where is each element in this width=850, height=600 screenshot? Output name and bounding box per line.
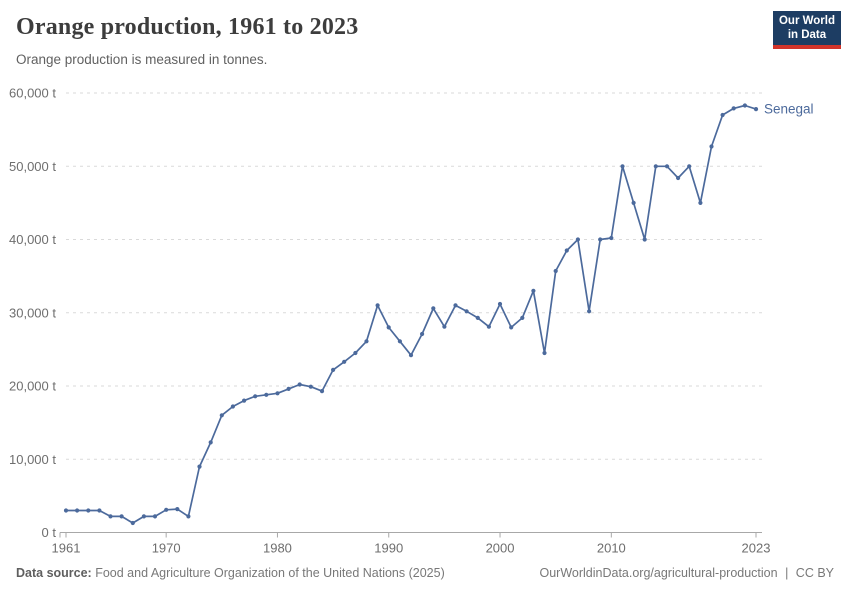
data-point [575,237,581,242]
data-point [642,237,647,242]
data-point [676,175,681,181]
data-point [208,440,213,445]
y-tick-label: 20,000 t [9,379,56,394]
data-point [598,237,603,242]
data-point [286,386,291,391]
data-point [698,200,703,205]
data-point [453,303,458,308]
data-point [97,508,102,513]
data-point [464,309,469,314]
data-point [353,350,358,356]
data-point [108,514,113,519]
data-point [497,301,503,307]
data-point [119,514,124,519]
data-point [130,520,135,526]
data-point [141,514,146,519]
chart-subtitle: Orange production is measured in tonnes. [16,52,268,67]
data-point [75,508,80,513]
data-point [386,325,391,330]
data-point [242,398,247,403]
data-point [431,306,436,311]
data-point [442,324,447,329]
data-point [175,507,180,512]
data-point [297,382,302,387]
data-point [264,392,269,397]
data-point [319,389,325,394]
series-end-label: Senegal [764,102,814,117]
data-point [63,508,69,513]
data-point [553,268,558,274]
owid-logo-line1: Our World [778,14,835,27]
footer-links: OurWorldinData.org/agricultural-producti… [536,566,835,580]
data-point [308,384,313,389]
chart-footer: Data source: Food and Agriculture Organi… [16,566,834,580]
y-tick-label: 0 t [42,525,57,540]
data-point [687,164,692,169]
x-tick-label: 1961 [52,541,81,556]
data-point [331,367,336,372]
data-point [531,288,536,293]
y-tick-label: 40,000 t [9,232,56,247]
data-point [364,339,369,344]
x-tick-label: 1990 [374,541,403,556]
data-point [509,325,514,330]
data-point [186,514,191,519]
data-point [420,331,425,337]
data-point [542,350,547,356]
data-point [230,404,235,409]
data-point [375,303,380,308]
data-point [564,248,569,253]
data-point [753,107,759,112]
line-chart: 0 t 10,000 t 20,000 t 30,000 t 40,000 t 50,00… [9,86,814,556]
data-point [164,507,169,512]
owid-logo-line2: in Data [787,29,827,41]
data-point [709,144,714,149]
x-tick-label: 1980 [263,541,292,556]
data-point [609,235,614,241]
x-tick-label: 2023 [742,541,771,556]
data-point [253,394,258,399]
data-point [742,103,748,108]
page-title: Orange production, 1961 to 2023 [16,14,359,40]
data-point [397,339,402,344]
data-source: Data source: Food and Agriculture Organi… [16,566,445,580]
data-point [520,315,525,320]
x-tick-label: 2000 [486,541,515,556]
y-tick-label: 10,000 t [9,452,56,467]
data-point [620,164,625,169]
owid-logo[interactable]: Our World in Data [773,11,841,49]
x-tick-label: 1970 [152,541,181,556]
data-point [342,359,347,364]
y-tick-label: 60,000 t [9,86,56,101]
data-point [219,413,224,418]
footer-license: CC BY [795,566,834,580]
y-tick-label: 30,000 t [9,305,56,320]
data-point [486,324,491,329]
data-point [275,391,280,396]
owid-logo-text: Our World in Data [779,14,835,43]
data-point [86,508,91,513]
data-point [653,164,658,169]
data-point [408,353,414,358]
footer-separator: | [785,566,789,580]
footer-url[interactable]: OurWorldinData.org/agricultural-producti… [539,566,778,580]
data-point [197,464,202,469]
data-source-label: Data source: [16,566,92,580]
data-source-text: Food and Agriculture Organization of the… [95,566,445,580]
data-point [664,164,670,169]
data-point [475,315,480,320]
data-line [65,104,757,524]
y-tick-label: 50,000 t [9,159,56,174]
data-point [731,106,736,111]
data-point [152,514,158,519]
data-point [720,112,725,118]
data-point [587,309,592,314]
x-tick-label: 2010 [597,541,626,556]
data-point [631,200,636,205]
